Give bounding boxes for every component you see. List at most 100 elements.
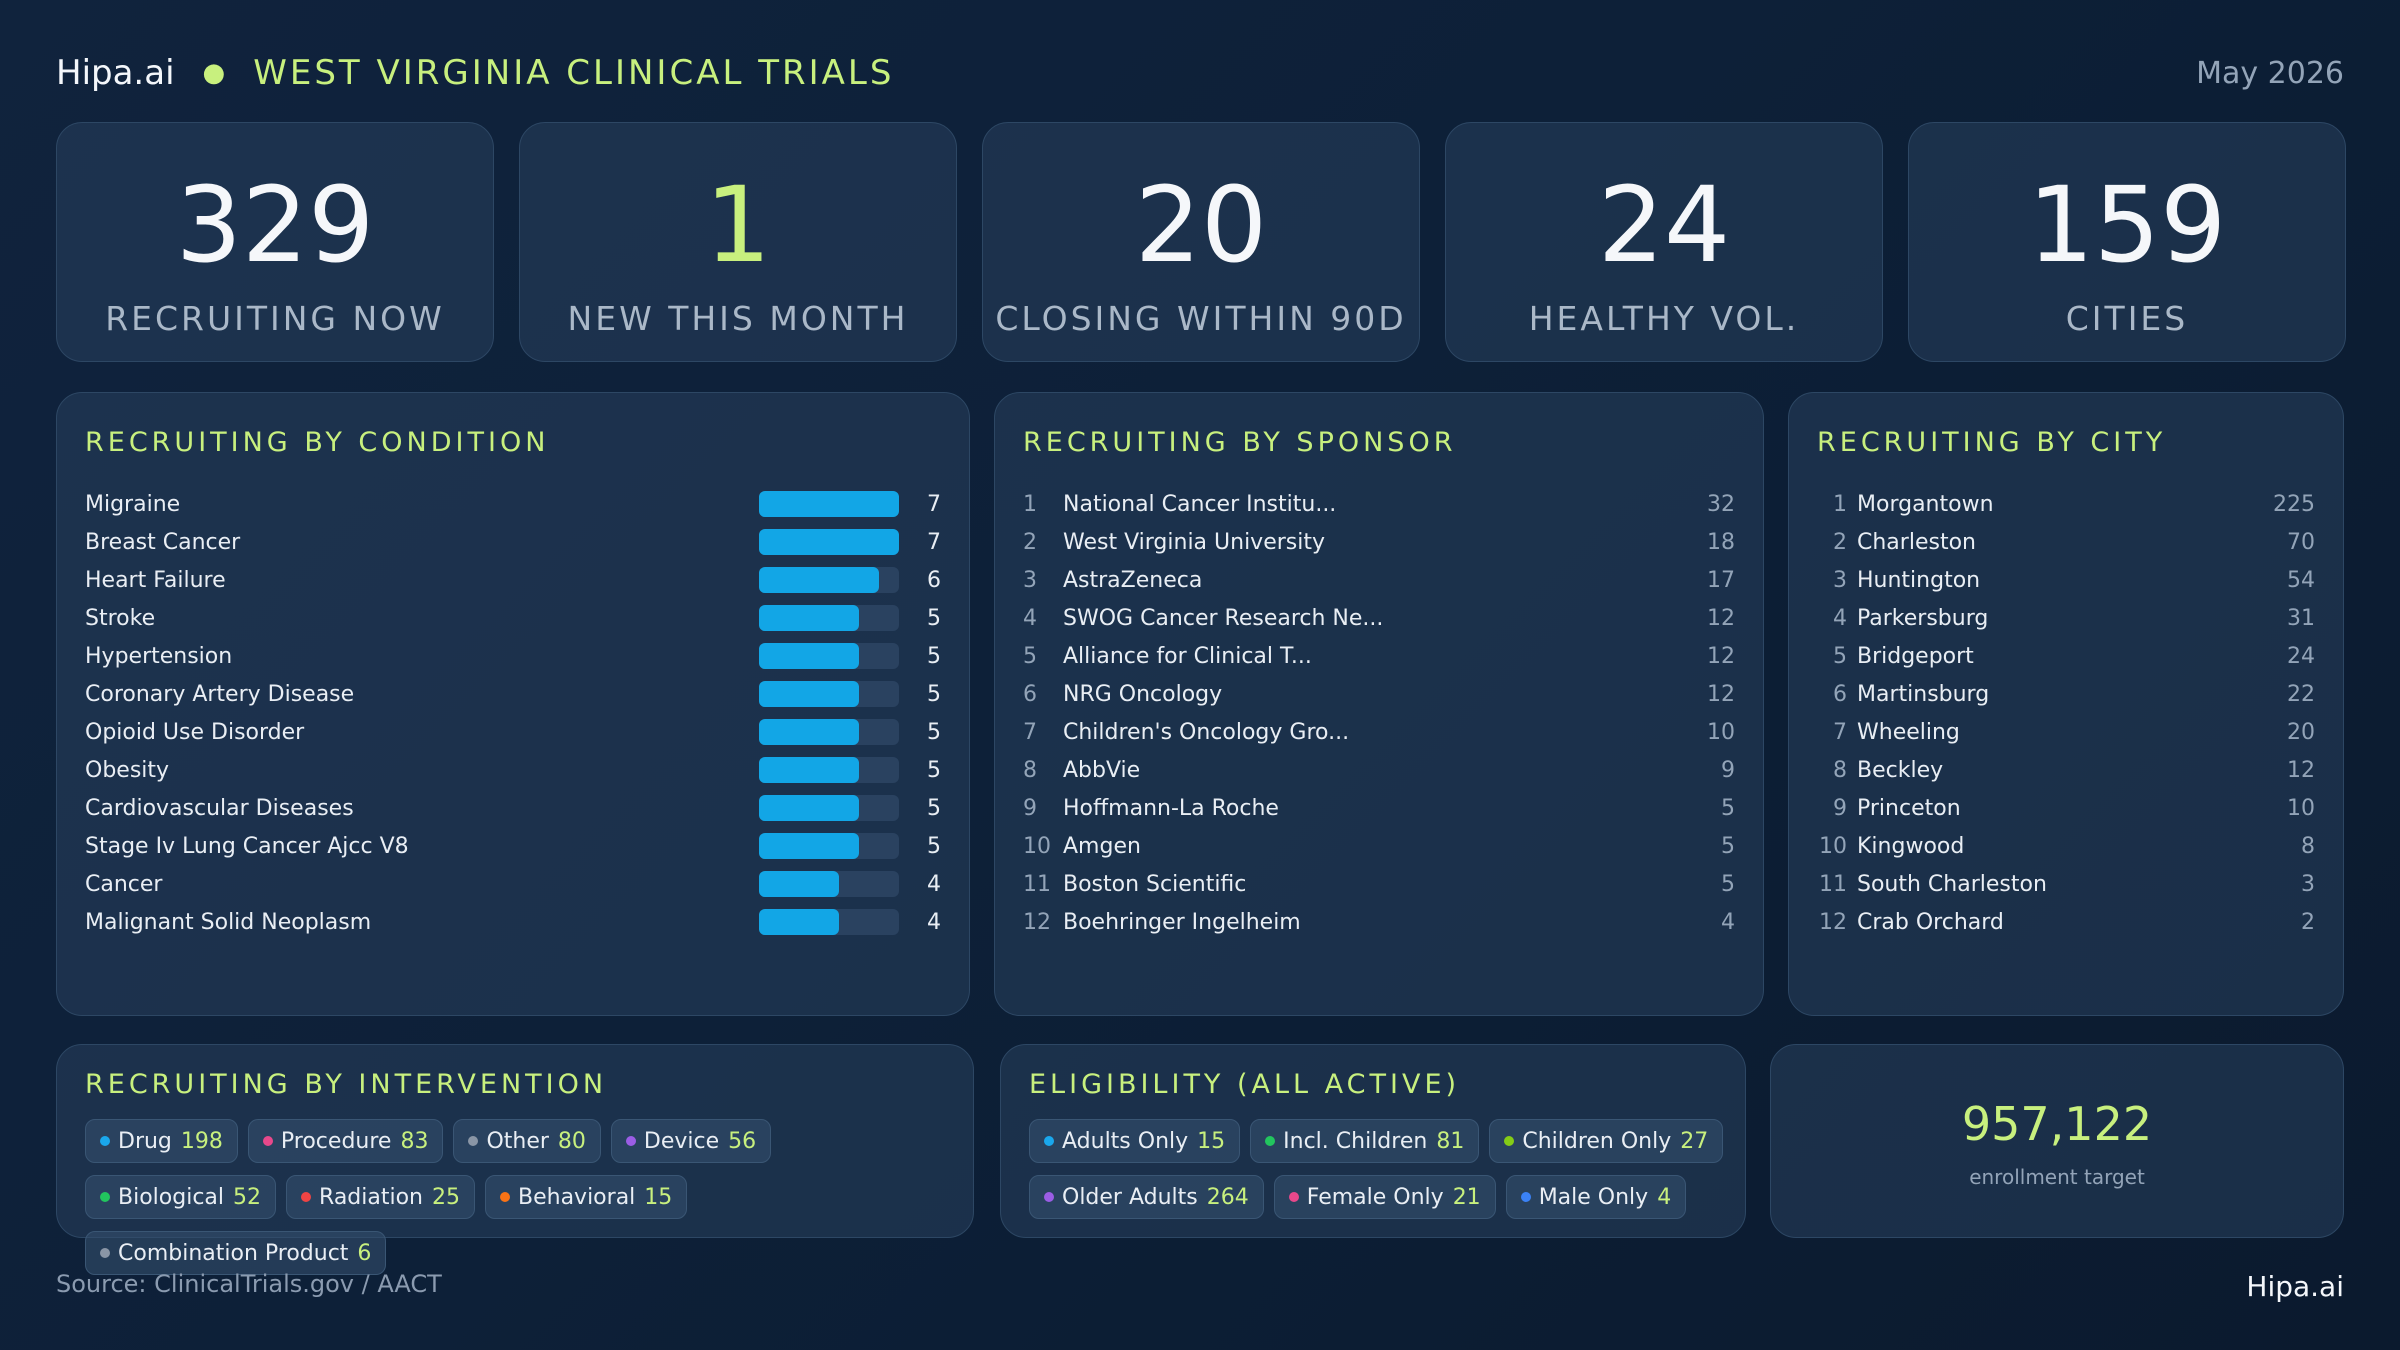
- condition-bar: [759, 491, 899, 517]
- bullet-dot-icon: [1044, 1192, 1054, 1202]
- intervention-tag: Radiation 25: [286, 1175, 475, 1219]
- bullet-dot-icon: [301, 1192, 312, 1202]
- city-name: Crab Orchard: [1857, 909, 2004, 935]
- intervention-panel-title: RECRUITING BY INTERVENTION: [85, 1069, 608, 1100]
- city-rank: 7: [1833, 719, 1847, 745]
- condition-row: Obesity 5: [85, 751, 941, 789]
- city-name: Parkersburg: [1857, 605, 1989, 631]
- kpi-label: HEALTHY VOL.: [1528, 299, 1800, 338]
- condition-row: Hypertension 5: [85, 637, 941, 675]
- intervention-tag-count: 6: [357, 1240, 372, 1266]
- kpi-value: 20: [1134, 164, 1268, 286]
- condition-bar: [759, 795, 899, 821]
- intervention-tag-count: 25: [432, 1184, 460, 1210]
- intervention-tag-label: Device: [643, 1128, 720, 1154]
- sponsor-count: 17: [1707, 567, 1735, 593]
- sponsor-rank: 8: [1023, 757, 1037, 783]
- city-name: Huntington: [1857, 567, 1981, 593]
- condition-count: 7: [927, 529, 941, 555]
- city-rank: 1: [1833, 491, 1847, 517]
- bullet-dot-icon: [1520, 1192, 1531, 1202]
- bullet-dot-icon: [1504, 1136, 1515, 1146]
- bullet-dot-icon: [100, 1136, 110, 1146]
- city-count: 70: [2287, 529, 2315, 555]
- condition-count: 5: [927, 795, 941, 821]
- condition-bar: [759, 757, 899, 783]
- city-rank: 5: [1833, 643, 1847, 669]
- sponsor-name: AbbVie: [1063, 757, 1141, 783]
- condition-bar-fill: [759, 871, 839, 897]
- condition-bar-fill: [759, 795, 859, 821]
- intervention-tags: Drug 198 Procedure 83 Other 80 Device 56 Biologi…: [85, 1119, 953, 1275]
- condition-name: Opioid Use Disorder: [85, 719, 305, 745]
- condition-bar-fill: [759, 643, 859, 669]
- condition-count: 4: [927, 871, 941, 897]
- sponsor-rank: 4: [1023, 605, 1037, 631]
- condition-bar: [759, 909, 899, 935]
- city-rank: 8: [1833, 757, 1847, 783]
- condition-count: 5: [927, 719, 941, 745]
- sponsor-name: Alliance for Clinical T...: [1063, 643, 1312, 669]
- condition-bar: [759, 681, 899, 707]
- city-name: Bridgeport: [1857, 643, 1974, 669]
- kpi-label: CITIES: [2065, 299, 2189, 338]
- sponsor-row: 3 AstraZeneca 17: [1023, 561, 1735, 599]
- eligibility-tag-label: Incl. Children: [1283, 1128, 1428, 1154]
- eligibility-tag-count: 4: [1657, 1184, 1672, 1210]
- footer-source: Source: ClinicalTrials.gov / AACT: [56, 1270, 442, 1298]
- intervention-tag-count: 83: [400, 1128, 429, 1154]
- sponsor-count: 12: [1707, 681, 1735, 707]
- kpi-card: 329 RECRUITING NOW: [56, 122, 494, 362]
- sponsor-rank: 7: [1023, 719, 1037, 745]
- bullet-dot-icon: [1288, 1192, 1299, 1202]
- intervention-tag-label: Procedure: [280, 1128, 392, 1154]
- intervention-tag-count: 56: [728, 1128, 757, 1154]
- condition-bar: [759, 719, 899, 745]
- sponsor-count: 5: [1721, 795, 1735, 821]
- condition-name: Heart Failure: [85, 567, 226, 593]
- condition-count: 5: [927, 757, 941, 783]
- city-name: Wheeling: [1857, 719, 1960, 745]
- sponsor-name: Children's Oncology Gro...: [1063, 719, 1350, 745]
- sponsor-name: National Cancer Institu...: [1063, 491, 1337, 517]
- sponsor-rank: 3: [1023, 567, 1037, 593]
- sponsor-rank: 2: [1023, 529, 1037, 555]
- condition-bar: [759, 529, 899, 555]
- enrollment-panel: 957,122 enrollment target: [1770, 1044, 2344, 1238]
- sponsor-name: West Virginia University: [1063, 529, 1326, 555]
- condition-count: 5: [927, 643, 941, 669]
- city-row: 10 Kingwood 8: [1817, 827, 2315, 865]
- eligibility-tag-count: 81: [1436, 1128, 1465, 1154]
- condition-bar-fill: [759, 909, 839, 935]
- condition-bar: [759, 833, 899, 859]
- sponsor-count: 5: [1721, 833, 1735, 859]
- sponsor-rank: 5: [1023, 643, 1037, 669]
- condition-bar-fill: [759, 719, 859, 745]
- sponsor-rank: 11: [1023, 871, 1051, 897]
- bullet-dot-icon: [1044, 1136, 1054, 1146]
- kpi-value: 24: [1597, 164, 1731, 286]
- city-rank: 12: [1819, 909, 1847, 935]
- condition-bar: [759, 567, 899, 593]
- city-row: 12 Crab Orchard 2: [1817, 903, 2315, 941]
- eligibility-tag-label: Adults Only: [1062, 1128, 1189, 1154]
- condition-name: Migraine: [85, 491, 181, 517]
- condition-row: Breast Cancer 7: [85, 523, 941, 561]
- city-count: 2: [2301, 909, 2315, 935]
- kpi-card: 1 NEW THIS MONTH: [519, 122, 957, 362]
- sponsor-count: 18: [1707, 529, 1735, 555]
- condition-row: Heart Failure 6: [85, 561, 941, 599]
- kpi-card: 20 CLOSING WITHIN 90D: [982, 122, 1420, 362]
- sponsor-rank: 6: [1023, 681, 1037, 707]
- intervention-tag-label: Drug: [118, 1128, 172, 1154]
- city-row: 1 Morgantown 225: [1817, 485, 2315, 523]
- sponsor-row: 12 Boehringer Ingelheim 4: [1023, 903, 1735, 941]
- city-count: 12: [2287, 757, 2315, 783]
- condition-panel-title: RECRUITING BY CONDITION: [85, 427, 550, 458]
- sponsor-row: 10 Amgen 5: [1023, 827, 1735, 865]
- bullet-dot-icon: [262, 1136, 273, 1146]
- city-name: Princeton: [1857, 795, 1961, 821]
- separator-dot-icon: ●: [202, 58, 226, 88]
- enrollment-value: 957,122: [1961, 1097, 2153, 1151]
- kpi-label: RECRUITING NOW: [105, 299, 445, 338]
